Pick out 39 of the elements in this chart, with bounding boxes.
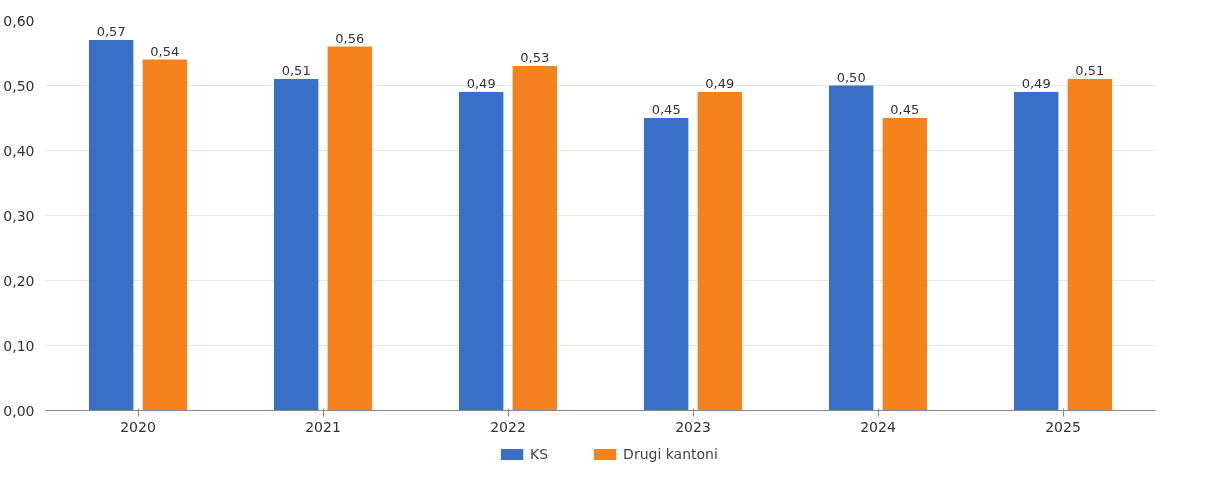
data-label: 0,51: [1075, 63, 1105, 78]
x-tick-label: 2023: [675, 418, 711, 435]
x-tick-label: 2020: [120, 418, 156, 435]
bar: [1067, 79, 1113, 411]
y-tick-label: 0,00: [3, 402, 35, 419]
bar: [327, 46, 373, 411]
data-label: 0,53: [520, 50, 550, 65]
data-label: 0,49: [705, 76, 735, 91]
y-tick-label: 0,40: [3, 142, 35, 159]
legend-label: KS: [530, 446, 550, 462]
bar: [1013, 92, 1059, 411]
bar: [643, 118, 689, 411]
data-label: 0,57: [96, 24, 126, 39]
bar: [697, 92, 743, 411]
data-label: 0,49: [1021, 76, 1051, 91]
data-label: 0,45: [890, 102, 920, 117]
bar: [882, 118, 928, 411]
legend-label: Drugi kantoni: [623, 446, 718, 462]
data-label: 0,51: [281, 63, 311, 78]
x-tick-label: 2025: [1045, 418, 1081, 435]
y-tick-label: 0,50: [3, 77, 35, 94]
x-tick-label: 2022: [490, 418, 526, 435]
y-tick-label: 0,30: [3, 207, 35, 224]
y-tick-label: 0,10: [3, 337, 35, 354]
data-label: 0,45: [651, 102, 681, 117]
bar: [458, 92, 504, 411]
bar: [88, 40, 134, 411]
y-tick-label: 0,60: [3, 12, 35, 29]
x-tick-label: 2021: [305, 418, 341, 435]
bar: [273, 79, 319, 411]
data-label: 0,54: [150, 43, 180, 59]
data-label: 0,50: [836, 69, 866, 85]
data-label: 0,49: [466, 76, 496, 91]
y-tick-label: 0,20: [3, 272, 35, 289]
bar: [142, 59, 188, 411]
bar: [828, 85, 874, 411]
data-label: 0,56: [335, 30, 365, 46]
x-tick-label: 2024: [860, 418, 896, 435]
bar: [512, 66, 558, 411]
